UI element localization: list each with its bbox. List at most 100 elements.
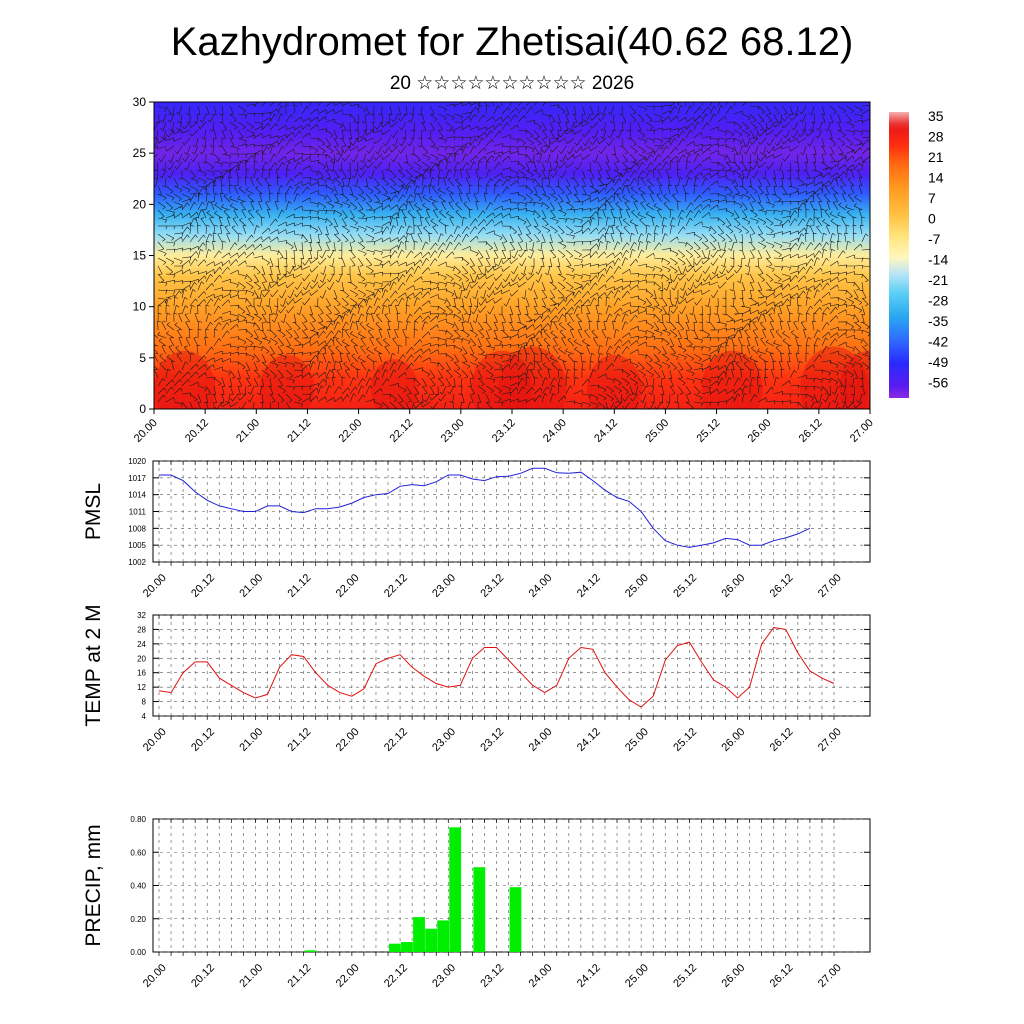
x-tick-label: 26.12	[797, 417, 825, 445]
x-tick-label: 25.00	[623, 572, 651, 600]
x-tick-label: 26.00	[719, 962, 747, 990]
x-tick-label: 24.00	[527, 572, 555, 600]
colorbar-label: -21	[928, 272, 948, 288]
y-tick-label: 28	[137, 625, 146, 634]
x-tick-label: 22.12	[388, 417, 416, 445]
x-tick-label: 20.00	[141, 962, 169, 990]
warm-cell	[498, 346, 567, 409]
x-tick-label: 26.12	[768, 572, 796, 600]
x-tick-label: 26.12	[768, 962, 796, 990]
x-tick-label: 22.00	[334, 726, 362, 754]
x-tick-label: 20.12	[183, 417, 211, 445]
y-tick-label: 20	[133, 197, 147, 211]
x-tick-label: 24.00	[527, 962, 555, 990]
axis-title: PRECIP, mm	[82, 824, 105, 946]
temp-panel: 4 8 12 16 20 24 28 32 20.00 20.12 21.00 21.12 22.00 2…	[82, 604, 871, 754]
y-tick-label: 15	[133, 249, 147, 263]
precip-bar	[509, 887, 522, 952]
x-tick-label: 21.00	[237, 726, 265, 754]
colorbar-label: -56	[928, 375, 948, 391]
x-tick-label: 21.12	[286, 726, 314, 754]
panel-frame	[152, 614, 871, 717]
y-tick-label: 1011	[129, 508, 147, 517]
y-tick-label: 20	[137, 654, 146, 663]
y-tick-label: 1005	[128, 541, 146, 550]
y-tick-label: 5	[139, 351, 146, 365]
y-tick-label: 24	[137, 640, 146, 649]
precip-bar	[473, 867, 486, 952]
x-tick-label: 27.00	[848, 417, 876, 445]
warm-cell	[259, 354, 315, 409]
x-tick-label: 22.00	[334, 572, 362, 600]
colorbar-label: 14	[928, 170, 944, 186]
x-tick-label: 21.00	[234, 417, 262, 445]
x-tick-label: 26.00	[746, 417, 774, 445]
chart-subtitle: 20 ☆☆☆☆☆☆☆☆☆☆ 2026	[389, 73, 635, 94]
pmsl-line	[159, 467, 811, 548]
x-tick-label: 21.00	[237, 572, 265, 600]
colorbar-label: -35	[928, 313, 948, 329]
x-tick-label: 25.00	[643, 417, 671, 445]
x-tick-label: 22.12	[382, 572, 410, 600]
x-tick-label: 20.00	[132, 417, 160, 445]
wind-barb-paths	[154, 102, 870, 409]
x-tick-label: 27.00	[816, 962, 844, 990]
x-tick-label: 26.00	[719, 726, 747, 754]
x-tick-label: 23.12	[478, 962, 506, 990]
y-tick-label: 16	[137, 669, 146, 678]
y-tick-label: 4	[142, 712, 147, 721]
warm-cell	[701, 350, 763, 409]
colorbar-label: 21	[928, 149, 944, 165]
x-tick-label: 21.12	[286, 962, 314, 990]
x-tick-label: 25.12	[671, 962, 699, 990]
x-tick-label: 20.00	[141, 726, 169, 754]
x-tick-label: 22.00	[334, 962, 362, 990]
x-tick-label: 25.00	[623, 726, 651, 754]
wind-barbs	[154, 102, 870, 409]
x-tick-label: 21.00	[237, 962, 265, 990]
y-tick-label: 0.80	[130, 815, 146, 824]
y-tick-label: 0.60	[130, 848, 146, 857]
x-tick-label: 24.00	[541, 417, 569, 445]
x-tick-label: 20.12	[189, 572, 217, 600]
precip-bar	[449, 827, 462, 952]
precip-bar	[389, 943, 401, 952]
y-tick-label: 25	[133, 146, 147, 160]
y-tick-label: 8	[142, 698, 147, 707]
x-tick-label: 20.00	[141, 572, 169, 600]
colorbar-label: -28	[928, 293, 948, 309]
warm-cell	[370, 359, 419, 409]
colorbar-label: 35	[928, 108, 944, 124]
warm-cell	[800, 346, 869, 409]
colorbar: 35 28 21 14 7 0 -7 -14 -21 -28 -35 -42 -49 -56	[889, 108, 948, 398]
y-tick-label: 1014	[128, 491, 146, 500]
x-tick-label: 23.00	[430, 572, 458, 600]
colorbar-label: -42	[928, 334, 948, 350]
x-tick-label: 20.12	[189, 726, 217, 754]
x-tick-label: 24.12	[575, 962, 603, 990]
colorbar-label: 7	[928, 190, 936, 206]
warm-cell	[154, 350, 216, 409]
x-tick-label: 22.12	[382, 726, 410, 754]
x-tick-label: 23.00	[439, 417, 467, 445]
x-tick-label: 23.00	[430, 726, 458, 754]
precip-bar	[304, 950, 317, 952]
x-tick-label: 27.00	[816, 572, 844, 600]
x-tick-label: 24.12	[575, 572, 603, 600]
precip-bar	[401, 942, 413, 952]
x-tick-label: 22.12	[382, 962, 410, 990]
x-tick-label: 25.12	[694, 417, 722, 445]
y-tick-label: 10	[133, 300, 147, 314]
y-tick-label: 1020	[128, 457, 146, 466]
x-tick-label: 24.12	[592, 417, 620, 445]
x-tick-label: 23.12	[478, 726, 506, 754]
x-tick-label: 26.00	[719, 572, 747, 600]
y-tick-label: 0.20	[130, 915, 146, 924]
cross-section-panel: 0 5 10 15 20 25 30 20.00 20.12 21.00 21.12 22.00 22.…	[132, 95, 876, 445]
colorbar-label: -14	[928, 252, 948, 268]
x-tick-label: 26.12	[768, 726, 796, 754]
x-tick-label: 23.00	[430, 962, 458, 990]
precip-panel: 0.00 0.20 0.40 0.60 0.80 20.00 20.12 21.00 21.12…	[82, 815, 871, 990]
x-tick-label: 24.12	[575, 726, 603, 754]
